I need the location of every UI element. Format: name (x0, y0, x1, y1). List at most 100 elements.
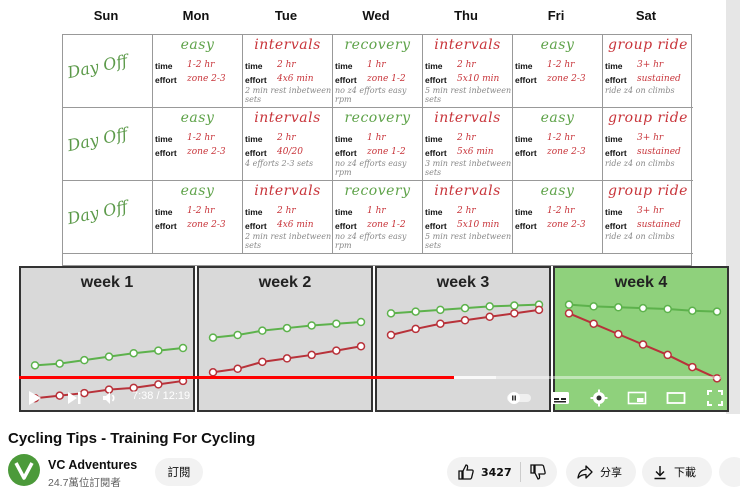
day-off-label: Day Off (65, 123, 130, 156)
time-label: time (425, 207, 443, 217)
green-trend-point (104, 352, 114, 361)
subtitles-button[interactable] (548, 386, 572, 410)
duration: 12:19 (162, 390, 191, 402)
green-trend-point (386, 309, 396, 318)
schedule-row: Day Off easy time 1-2 hr effort zone 2-3 inter… (63, 35, 693, 108)
workout-note: ride z4 on climbs (605, 86, 675, 95)
green-trend-point (510, 301, 519, 310)
workout-title: intervals (254, 37, 321, 53)
download-button[interactable]: 下載 (642, 457, 712, 487)
red-trend-point (688, 362, 697, 372)
schedule-cell: easy time 1-2 hr effort zone 2-3 (513, 35, 603, 108)
effort-label: effort (515, 148, 537, 158)
like-button[interactable]: 3427 (457, 463, 512, 481)
schedule-cell: group ride time 3+ hr effort sustained ride z… (603, 181, 693, 254)
red-trend-point (208, 368, 218, 377)
time-value: 2 hr (277, 60, 296, 70)
red-trend-point (282, 354, 292, 363)
next-button[interactable] (62, 386, 86, 410)
effort-label: effort (245, 148, 267, 158)
schedule-cell: recovery time 1 hr effort zone 1-2 no z4 effo… (333, 181, 423, 254)
time-value: 2 hr (457, 60, 476, 70)
day-header-fri: Fri (547, 8, 565, 23)
workout-title: group ride (608, 183, 688, 199)
time-label: time (515, 207, 533, 217)
effort-value: 4x6 min (277, 74, 314, 84)
settings-button[interactable] (587, 386, 611, 410)
green-trend-point (332, 319, 341, 328)
red-trend-point (534, 305, 544, 315)
workout-title: easy (180, 37, 215, 53)
workout-title: intervals (434, 37, 501, 53)
channel-avatar[interactable] (8, 454, 40, 486)
next-icon (68, 392, 81, 404)
effort-value: zone 2-3 (187, 147, 226, 157)
effort-label: effort (155, 221, 177, 231)
time-label: time (605, 207, 623, 217)
green-trend-point (80, 355, 89, 365)
effort-label: effort (515, 221, 537, 231)
day-header-tue: Tue (274, 8, 298, 23)
workout-title: intervals (434, 110, 501, 126)
subscribe-button[interactable]: 訂閱 (155, 458, 203, 486)
share-button[interactable]: 分享 (566, 457, 636, 487)
effort-label: effort (425, 148, 447, 158)
fullscreen-button[interactable] (703, 386, 727, 410)
week-title: week 4 (614, 274, 668, 291)
red-trend-point (436, 319, 445, 328)
video-player[interactable]: Sun Mon Tue Wed Thu Fri Sat Day Off easy time 1-2… (0, 0, 740, 414)
schedule-row: Day Off easy time 1-2 hr effort zone 2-3 inter… (63, 108, 693, 181)
workout-note: 5 min rest inbetween sets (425, 86, 512, 104)
miniplayer-button[interactable] (625, 386, 649, 410)
channel-name[interactable]: VC Adventures (48, 458, 138, 472)
effort-label: effort (245, 221, 267, 231)
day-header-sun: Sun (93, 8, 119, 23)
red-trend-point (460, 316, 470, 325)
theater-mode-button[interactable] (664, 386, 688, 410)
time-label: time (605, 134, 623, 144)
time-label: time (605, 61, 623, 71)
share-icon (577, 465, 593, 479)
time-value: 1-2 hr (547, 60, 575, 70)
more-actions-button[interactable] (719, 457, 740, 487)
time-label: time (425, 61, 443, 71)
autoplay-toggle[interactable] (506, 386, 534, 410)
effort-label: effort (605, 221, 627, 231)
workout-title: easy (540, 110, 575, 126)
green-trend-point (208, 333, 218, 342)
volume-button[interactable] (98, 386, 122, 410)
red-trend-point (332, 346, 341, 355)
download-label: 下載 (674, 466, 696, 479)
effort-label: effort (515, 75, 537, 85)
day-off-label: Day Off (65, 196, 130, 229)
red-trend-point (154, 380, 163, 389)
progress-bar[interactable] (19, 376, 721, 379)
effort-label: effort (335, 148, 357, 158)
autoplay-toggle-icon (507, 392, 531, 404)
effort-value: zone 2-3 (547, 220, 586, 230)
time-value: 3+ hr (637, 133, 664, 143)
effort-value: sustained (637, 147, 681, 157)
time-value: 2 hr (457, 206, 476, 216)
workout-title: recovery (344, 183, 411, 199)
green-trend-point (233, 330, 242, 340)
effort-value: zone 2-3 (187, 74, 226, 84)
schedule-cell: easy time 1-2 hr effort zone 2-3 (513, 108, 603, 181)
time-label: time (155, 61, 173, 71)
workout-note: 2 min rest inbetween sets (245, 232, 332, 250)
effort-value: sustained (637, 74, 681, 84)
time-label: time (425, 134, 443, 144)
time-value: 1-2 hr (187, 133, 215, 143)
vc-logo-icon (14, 462, 34, 480)
time-value: 2 hr (277, 133, 296, 143)
green-trend-point (282, 323, 292, 333)
schedule-cell: intervals time 2 hr effort 4x6 min 2 min rest… (243, 181, 333, 254)
subtitles-icon (551, 392, 569, 404)
dislike-button[interactable] (529, 463, 547, 481)
time-value: 1-2 hr (547, 206, 575, 216)
effort-label: effort (605, 148, 627, 158)
green-trend-point (129, 348, 138, 358)
green-trend-point (712, 307, 722, 316)
red-trend-point (712, 374, 722, 383)
play-button[interactable] (22, 386, 46, 410)
